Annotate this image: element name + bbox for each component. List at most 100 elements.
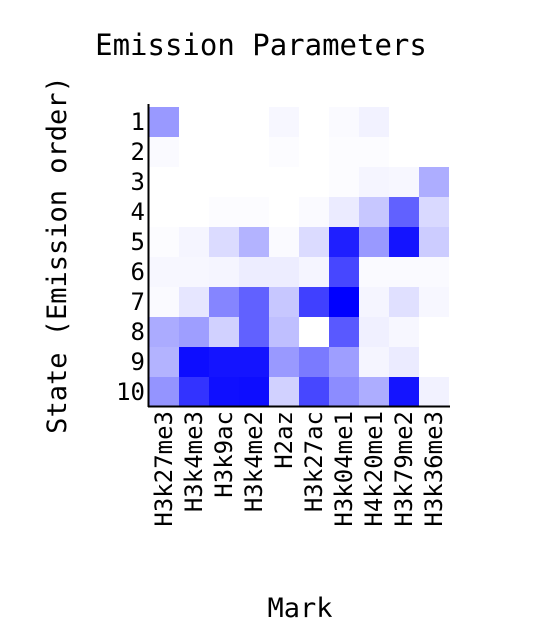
heatmap-cell — [179, 257, 209, 287]
x-tick-label: H3k79me2 — [390, 411, 418, 527]
y-tick-label: 9 — [131, 348, 145, 376]
x-tick-label: H3k4me2 — [240, 411, 268, 512]
heatmap-cell — [209, 197, 239, 227]
heatmap-cell — [209, 287, 239, 317]
heatmap-cell — [359, 137, 389, 167]
heatmap-cell — [149, 137, 179, 167]
heatmap-cell — [389, 107, 419, 137]
heatmap-cell — [359, 257, 389, 287]
heatmap-cell — [179, 167, 209, 197]
heatmap-cell — [359, 317, 389, 347]
heatmap-cell — [299, 317, 329, 347]
x-tick-label: H3k04me1 — [330, 411, 358, 527]
heatmap-cell — [299, 227, 329, 257]
heatmap-cell — [389, 227, 419, 257]
y-tick-label: 4 — [131, 198, 145, 226]
heatmap-cell — [239, 347, 269, 377]
heatmap-cell — [359, 197, 389, 227]
heatmap-cell — [359, 227, 389, 257]
heatmap-cell — [149, 317, 179, 347]
x-tick-label: H3k27me3 — [150, 411, 178, 527]
heatmap-cell — [269, 287, 299, 317]
heatmap-cell — [149, 257, 179, 287]
heatmap-cell — [329, 107, 359, 137]
x-tick-label: H4k20me1 — [360, 411, 388, 527]
heatmap-cell — [149, 197, 179, 227]
heatmap-cell — [389, 197, 419, 227]
heatmap-cell — [179, 107, 209, 137]
heatmap-cells — [149, 107, 449, 407]
heatmap-cell — [179, 347, 209, 377]
x-tick-labels: H3k27me3 H3k4me3 H3k9ac H3k4me2 H2az H3k27ac H… — [150, 411, 448, 527]
heatmap-cell — [389, 257, 419, 287]
heatmap-cell — [419, 287, 449, 317]
heatmap-cell — [389, 137, 419, 167]
heatmap-cell — [239, 137, 269, 167]
heatmap-cell — [419, 167, 449, 197]
heatmap-cell — [269, 107, 299, 137]
heatmap-cell — [239, 257, 269, 287]
heatmap-cell — [329, 167, 359, 197]
heatmap-cell — [359, 107, 389, 137]
heatmap-cell — [239, 377, 269, 407]
heatmap-cell — [149, 227, 179, 257]
heatmap-cell — [179, 287, 209, 317]
heatmap-cell — [299, 197, 329, 227]
heatmap-cell — [209, 227, 239, 257]
heatmap-cell — [389, 347, 419, 377]
heatmap-cell — [419, 347, 449, 377]
heatmap-cell — [269, 227, 299, 257]
heatmap-cell — [239, 107, 269, 137]
heatmap-cell — [179, 137, 209, 167]
heatmap-cell — [389, 377, 419, 407]
heatmap-cell — [419, 257, 449, 287]
heatmap-cell — [299, 257, 329, 287]
heatmap-cell — [239, 317, 269, 347]
heatmap-cell — [269, 167, 299, 197]
x-tick-label: H3k9ac — [210, 411, 238, 498]
heatmap-cell — [239, 227, 269, 257]
heatmap-cell — [209, 167, 239, 197]
heatmap-cell — [239, 197, 269, 227]
heatmap-cell — [329, 317, 359, 347]
heatmap-cell — [209, 137, 239, 167]
heatmap-cell — [389, 317, 419, 347]
heatmap-cell — [329, 377, 359, 407]
heatmap-cell — [269, 317, 299, 347]
heatmap-cell — [239, 167, 269, 197]
heatmap-cell — [359, 167, 389, 197]
heatmap-cell — [299, 167, 329, 197]
heatmap-cell — [419, 227, 449, 257]
x-tick-label: H3k4me3 — [180, 411, 208, 512]
heatmap-cell — [179, 227, 209, 257]
heatmap-cell — [269, 257, 299, 287]
heatmap-cell — [329, 227, 359, 257]
heatmap-cell — [209, 377, 239, 407]
heatmap-cell — [359, 347, 389, 377]
heatmap-cell — [299, 377, 329, 407]
x-axis-label: Mark — [267, 593, 332, 624]
heatmap-cell — [149, 287, 179, 317]
heatmap-cell — [299, 287, 329, 317]
heatmap-cell — [179, 317, 209, 347]
heatmap-cell — [299, 137, 329, 167]
y-tick-label: 2 — [131, 138, 145, 166]
heatmap-cell — [239, 287, 269, 317]
y-axis-label: State (Emission order) — [42, 76, 73, 434]
heatmap-cell — [419, 197, 449, 227]
heatmap-cell — [209, 347, 239, 377]
heatmap-cell — [269, 197, 299, 227]
heatmap-cell — [419, 137, 449, 167]
heatmap-cell — [209, 317, 239, 347]
heatmap-cell — [389, 167, 419, 197]
heatmap-cell — [209, 107, 239, 137]
heatmap-cell — [359, 377, 389, 407]
heatmap-cell — [329, 197, 359, 227]
heatmap-cell — [299, 347, 329, 377]
y-tick-label: 7 — [131, 288, 145, 316]
y-tick-label: 6 — [131, 258, 145, 286]
heatmap-cell — [299, 107, 329, 137]
y-tick-label: 3 — [131, 168, 145, 196]
heatmap-cell — [149, 347, 179, 377]
